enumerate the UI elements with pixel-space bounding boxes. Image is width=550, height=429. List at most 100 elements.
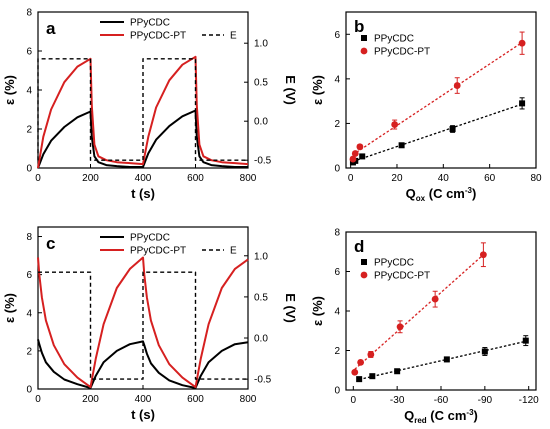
- legend-label-ppycdc: PPyCDC: [374, 258, 414, 269]
- x-tick-label: 0: [348, 173, 354, 184]
- y-tick-label: 0: [26, 385, 32, 396]
- x-tick-label: -30: [390, 395, 405, 406]
- y-tick-label: 2: [26, 125, 32, 136]
- data-point-ppycdc-pt: [349, 155, 357, 163]
- data-point-ppycdc: [398, 142, 405, 149]
- x-tick-label: -90: [478, 395, 493, 406]
- x-tick-label: 20: [391, 173, 403, 184]
- y2-tick-label: 1.0: [254, 251, 268, 262]
- x-tick-label: -120: [519, 395, 539, 406]
- data-point-ppycdc: [481, 348, 488, 355]
- y-tick-label: 6: [334, 30, 340, 41]
- legend-label-e: E: [230, 31, 237, 42]
- x-axis-label-end: ): [472, 186, 476, 201]
- y-axis-label: ε (%): [310, 75, 325, 105]
- series-ppycdc-pt-line: [37, 55, 249, 169]
- x-axis-label: Qred (C cm-3): [404, 408, 478, 425]
- series-ppycdc-pt-line: [37, 256, 249, 389]
- panel-label: b: [354, 17, 364, 36]
- x-tick-label: 0: [351, 395, 357, 406]
- data-point-ppycdc: [443, 356, 450, 363]
- panel-c: 0 200 400 600 800 0 2 4 6 8 -0.5 0.0 0.5 1.0 E (V) ε (%…: [2, 226, 298, 422]
- data-point-ppycdc-pt: [453, 82, 461, 89]
- y2-tick-label: -0.5: [254, 375, 272, 386]
- panel-b: 0 20 40 60 80 0 2 4 6 ε (%) Qox (C cm-3) b PPyCDC PPy…: [310, 11, 542, 203]
- y-tick-label: 6: [26, 270, 32, 281]
- y-tick-label: 6: [26, 47, 32, 58]
- legend-label-ppycdc: PPyCDC: [130, 18, 170, 29]
- x-tick-label: -60: [434, 395, 449, 406]
- legend-marker-ppycdc-pt: [360, 271, 368, 279]
- y2-tick-label: 0.5: [254, 292, 268, 303]
- y-axis-label: ε (%): [2, 293, 17, 323]
- fit-line-ppycdc-pt: [354, 254, 484, 370]
- x-tick-label: 600: [187, 173, 204, 184]
- y2-tick-label: 1.0: [254, 39, 268, 50]
- y2-tick-label: -0.5: [254, 156, 272, 167]
- x-axis-label-unit: (C cm: [425, 186, 465, 201]
- x-axis-label: t (s): [131, 407, 155, 422]
- x-tick-label: 800: [240, 394, 257, 405]
- x-axis-label: t (s): [131, 186, 155, 201]
- x-tick-label: 800: [240, 173, 257, 184]
- legend-label-ppycdc-pt: PPyCDC-PT: [374, 47, 430, 58]
- x-axis-label-end: ): [474, 408, 478, 423]
- x-axis-label-main: Q: [406, 186, 416, 201]
- y-tick-label: 2: [334, 346, 340, 357]
- panel-a: 0 200 400 600 800 0 2 4 6 8 -0.5 0.0 0.5 1.0 E (V) ε (%…: [2, 8, 298, 202]
- data-point-ppycdc-pt: [479, 251, 487, 259]
- y2-axis-label: E (V): [283, 293, 298, 323]
- fit-line-ppycdc: [359, 340, 526, 381]
- data-point-ppycdc: [359, 153, 366, 160]
- x-axis-label-sup: -3: [465, 186, 473, 195]
- x-axis-label-main: Q: [404, 408, 414, 423]
- data-point-ppycdc: [394, 368, 401, 375]
- panel-label: d: [354, 237, 364, 256]
- legend-label-ppycdc-pt: PPyCDC-PT: [130, 246, 186, 257]
- y2-tick-label: 0.5: [254, 78, 268, 89]
- x-axis-label-unit: (C cm: [427, 408, 467, 423]
- legend-label-ppycdc-pt: PPyCDC-PT: [130, 31, 186, 42]
- data-point-ppycdc: [356, 376, 363, 383]
- x-axis-label: Qox (C cm-3): [406, 186, 477, 203]
- x-axis-label-sub: red: [414, 416, 427, 425]
- panel-label: c: [46, 234, 55, 253]
- x-tick-label: 400: [135, 394, 152, 405]
- y-tick-label: 4: [334, 307, 340, 318]
- y-tick-label: 0: [334, 386, 340, 397]
- x-tick-label: 600: [187, 394, 204, 405]
- x-tick-label: 0: [35, 173, 41, 184]
- y2-axis-label: E (V): [283, 75, 298, 105]
- data-point-ppycdc-pt: [431, 295, 439, 303]
- x-tick-label: 60: [484, 173, 496, 184]
- y-tick-label: 4: [334, 74, 340, 85]
- legend-label-e: E: [230, 246, 237, 257]
- fit-line-ppycdc: [352, 103, 523, 163]
- x-tick-label: 0: [35, 394, 41, 405]
- data-point-ppycdc: [522, 337, 529, 344]
- legend-marker-ppycdc-pt: [360, 47, 368, 55]
- plot-frame: [345, 231, 537, 391]
- data-point-ppycdc-pt: [396, 323, 404, 331]
- series-e-line: [38, 271, 248, 380]
- x-tick-label: 40: [438, 173, 450, 184]
- legend-marker-ppycdc: [361, 259, 367, 265]
- y-tick-label: 2: [334, 119, 340, 130]
- legend-marker-ppycdc: [361, 35, 367, 41]
- data-point-ppycdc-pt: [356, 143, 364, 151]
- y-tick-label: 2: [26, 346, 32, 357]
- y-tick-label: 4: [26, 308, 32, 319]
- legend-label-ppycdc: PPyCDC: [130, 233, 170, 244]
- y-tick-label: 8: [26, 8, 32, 19]
- x-tick-label: 200: [82, 394, 99, 405]
- fit-line-ppycdc-pt: [352, 41, 523, 156]
- data-point-ppycdc-pt: [518, 39, 526, 47]
- data-point-ppycdc-pt: [367, 351, 375, 358]
- legend-label-ppycdc: PPyCDC: [374, 34, 414, 45]
- y-tick-label: 8: [334, 228, 340, 239]
- data-point-ppycdc: [449, 126, 456, 132]
- data-point-ppycdc-pt: [391, 121, 399, 128]
- series-e-line: [37, 58, 248, 161]
- y-tick-label: 0: [26, 164, 32, 175]
